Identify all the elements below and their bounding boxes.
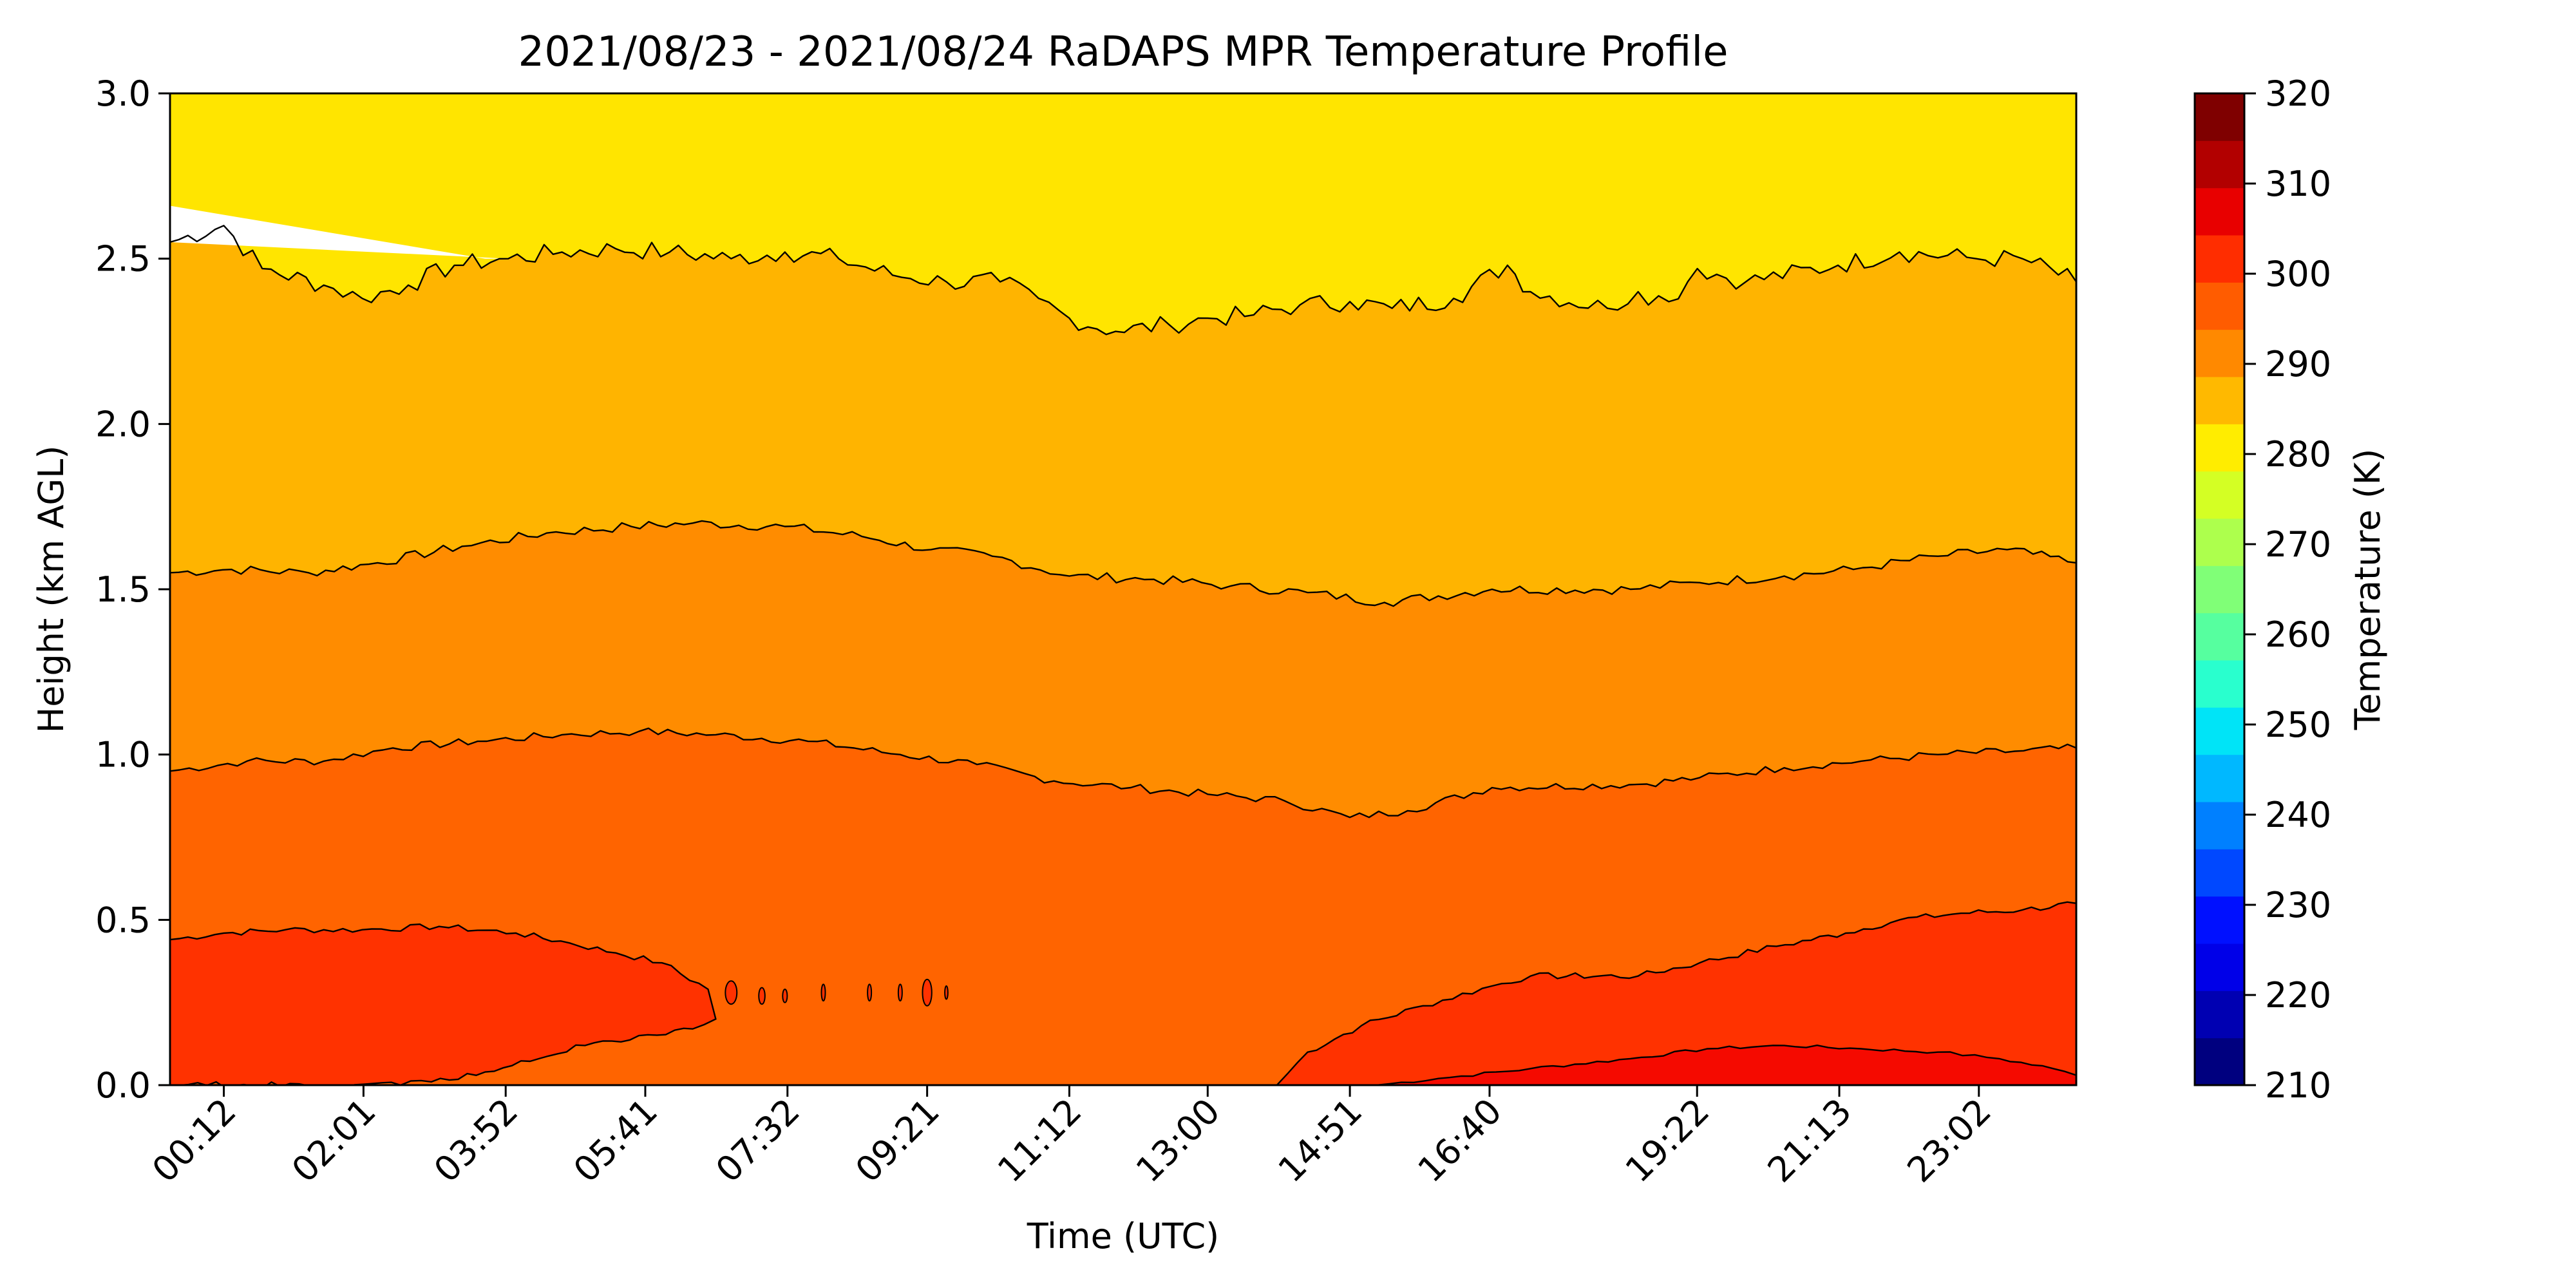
colorbar-tick-label: 240 <box>2265 795 2331 835</box>
x-tick-label: 19:22 <box>1618 1091 1718 1191</box>
x-tick-label: 03:52 <box>426 1091 526 1191</box>
colorbar-frame <box>2193 92 2246 1086</box>
colorbar-swatch <box>2195 896 2244 944</box>
colorbar: 210 220 230 240 250 260 270 280 290 300 310 320 <box>2193 73 2331 1106</box>
colorbar-tick-label: 230 <box>2265 885 2331 925</box>
fill-305-310 <box>1376 1045 2076 1085</box>
missing-data-wedge <box>170 205 509 259</box>
y-tick-label: 2.0 <box>95 404 151 444</box>
colorbar-tick-label: 300 <box>2265 254 2331 294</box>
isolated-cell-3 <box>782 989 788 1003</box>
isotherm-290 <box>170 520 2076 607</box>
isotherm-285 <box>170 225 2076 336</box>
y-tick-label: 0.5 <box>95 900 151 940</box>
x-tick-label: 16:40 <box>1410 1091 1510 1191</box>
colorbar-swatch <box>2195 235 2244 283</box>
x-tick-label: 11:12 <box>990 1091 1090 1191</box>
colorbar-swatch <box>2195 754 2244 802</box>
colorbar-swatch <box>2195 187 2244 236</box>
x-tick-label: 00:12 <box>144 1091 244 1191</box>
colorbar-swatch <box>2195 140 2244 189</box>
y-axis: 0.0 0.5 1.0 1.5 2.0 2.5 3.0 <box>95 73 170 1106</box>
colorbar-tick-label: 320 <box>2265 73 2331 114</box>
x-tick-label: 13:00 <box>1128 1091 1228 1191</box>
x-tick-label: 07:32 <box>708 1091 808 1191</box>
fill-300-305-right <box>1276 902 2076 1085</box>
colorbar-swatch <box>2195 329 2244 377</box>
colorbar-tick-label: 220 <box>2265 975 2331 1016</box>
y-tick-label: 1.5 <box>95 569 151 610</box>
plot-area <box>170 93 2076 1085</box>
x-tick-label: 23:02 <box>1899 1091 1999 1191</box>
isolated-cell-1 <box>724 980 738 1005</box>
x-tick-label: 14:51 <box>1271 1091 1370 1191</box>
y-axis-label: Height (km AGL) <box>31 446 71 734</box>
colorbar-tick-label: 280 <box>2265 434 2331 475</box>
y-tick-label: 0.0 <box>95 1065 151 1106</box>
isolated-cell-6 <box>897 983 903 1002</box>
x-tick-label: 05:41 <box>566 1091 666 1191</box>
chart-title: 2021/08/23 - 2021/08/24 RaDAPS MPR Tempe… <box>518 28 1728 76</box>
isotherm-295 <box>170 727 2076 819</box>
colorbar-swatch <box>2195 612 2244 661</box>
colorbar-tick-label: 260 <box>2265 614 2331 655</box>
isolated-cell-2 <box>758 987 766 1005</box>
y-tick-label: 3.0 <box>95 73 151 114</box>
isotherm-300-right <box>1276 901 2076 1085</box>
colorbar-swatch <box>2195 802 2244 849</box>
isotherm-lines <box>170 225 2076 1085</box>
colorbar-swatch <box>2195 93 2244 141</box>
colorbar-swatch <box>2195 518 2244 566</box>
x-tick-label: 21:13 <box>1760 1091 1860 1191</box>
colorbar-tick-label: 310 <box>2265 164 2331 204</box>
isolated-cell-8 <box>944 985 949 1000</box>
colorbar-tick-label: 210 <box>2265 1065 2331 1106</box>
colorbar-swatch <box>2195 565 2244 614</box>
isolated-cell-5 <box>867 983 873 1002</box>
colorbar-swatch <box>2195 943 2244 991</box>
colorbar-tick-label: 270 <box>2265 524 2331 565</box>
x-tick-label: 09:21 <box>848 1091 947 1191</box>
colorbar-swatch <box>2195 424 2244 472</box>
colorbar-swatch <box>2195 377 2244 424</box>
x-tick-label: 02:01 <box>284 1091 384 1191</box>
colorbar-tick-label: 290 <box>2265 344 2331 384</box>
isolated-cell-7 <box>922 978 933 1007</box>
colorbar-swatch <box>2195 471 2244 519</box>
colorbar-label: Temperature (K) <box>2347 449 2388 731</box>
isolated-cell-4 <box>820 983 826 1002</box>
isotherm-305 <box>1376 1044 2076 1085</box>
colorbar-swatch <box>2195 1037 2244 1086</box>
colorbar-tick-label: 250 <box>2265 705 2331 745</box>
y-tick-label: 1.0 <box>95 735 151 775</box>
colorbar-swatch <box>2195 707 2244 755</box>
x-axis: 00:12 02:01 03:52 05:41 07:32 09:21 11:12 13:00… <box>144 1085 1999 1190</box>
colorbar-swatch <box>2195 660 2244 708</box>
x-axis-label: Time (UTC) <box>1027 1216 1220 1256</box>
colorbar-swatch <box>2195 849 2244 897</box>
colorbar-swatch <box>2195 282 2244 330</box>
temperature-fills <box>170 93 2076 1085</box>
y-tick-label: 2.5 <box>95 239 151 279</box>
colorbar-swatch <box>2195 990 2244 1039</box>
